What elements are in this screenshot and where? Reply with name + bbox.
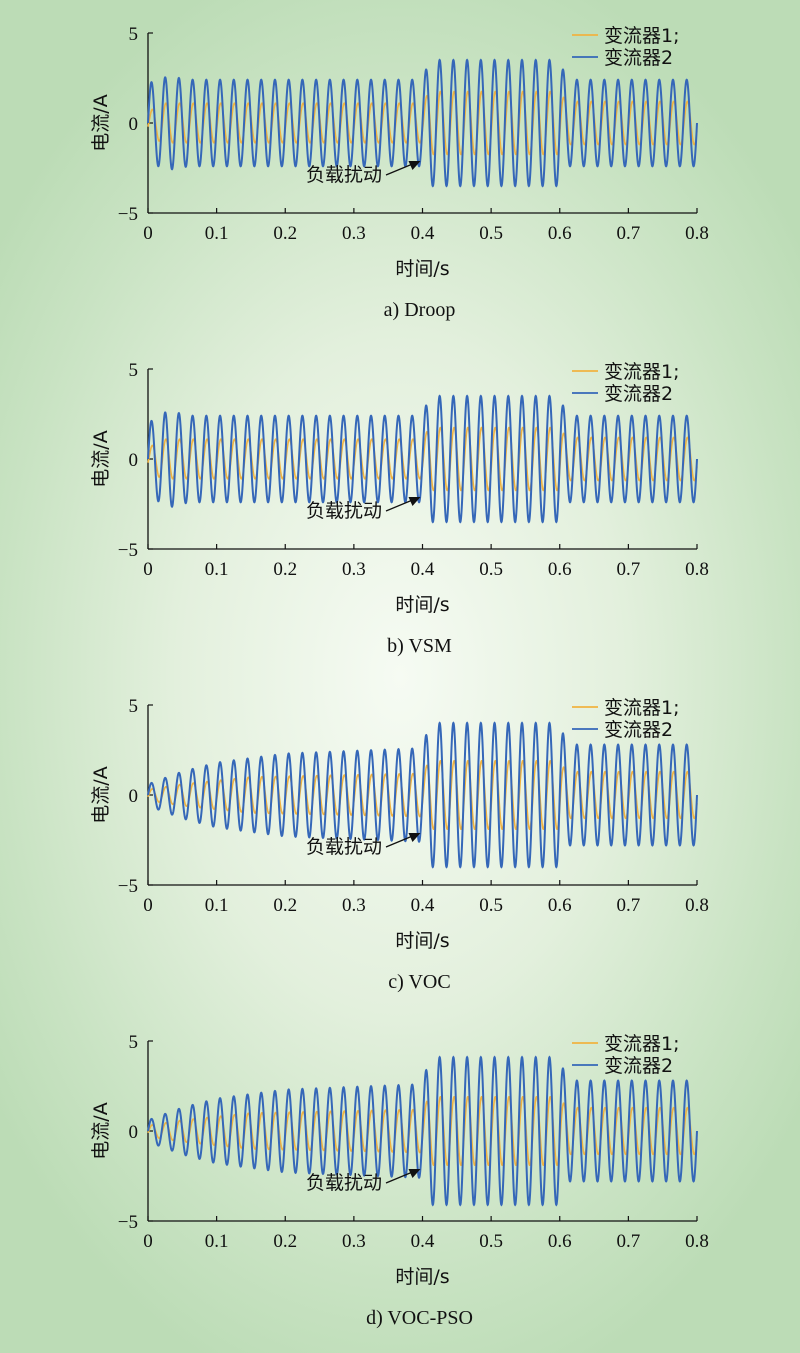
x-tick-label: 0.1	[205, 559, 229, 580]
legend-label: 变流器2	[604, 1055, 673, 1077]
x-tick-label: 0.8	[685, 223, 709, 244]
x-tick-label: 0.5	[479, 1231, 503, 1252]
x-tick-label: 0.7	[617, 895, 641, 916]
annotation-label: 负载扰动	[306, 164, 382, 186]
x-tick-label: 0.2	[273, 559, 297, 580]
y-tick-label: 5	[129, 24, 139, 45]
x-tick-label: 0.6	[548, 895, 572, 916]
annotation-arrow-line	[385, 163, 413, 176]
legend-label: 变流器1;	[604, 697, 680, 719]
series-line-2	[147, 394, 698, 524]
y-axis-label: 电流/A	[90, 94, 112, 151]
x-tick-label: 0.1	[205, 895, 229, 916]
x-axis-label: 时间/s	[395, 1266, 449, 1288]
series-line-2	[147, 58, 698, 188]
y-tick-label: 0	[129, 450, 139, 471]
x-tick-label: 0.3	[342, 895, 366, 916]
y-tick-label: 0	[129, 786, 139, 807]
x-tick-label: 0.8	[685, 895, 709, 916]
y-axis-label: 电流/A	[90, 430, 112, 487]
x-tick-label: 0.4	[411, 895, 435, 916]
x-tick-label: 0.3	[342, 1231, 366, 1252]
y-axis-label: 电流/A	[90, 766, 112, 823]
x-tick-label: 0.6	[548, 1231, 572, 1252]
x-tick-label: 0.4	[411, 559, 435, 580]
x-tick-label: 0	[143, 223, 153, 244]
annotation-arrowhead	[408, 161, 421, 170]
x-tick-label: 0.7	[617, 1231, 641, 1252]
series-line-2	[147, 721, 698, 869]
annotation-arrowhead	[408, 1169, 421, 1178]
x-tick-label: 0.1	[205, 223, 229, 244]
x-tick-label: 0.2	[273, 223, 297, 244]
annotation-arrowhead	[408, 833, 421, 842]
y-axis-label: 电流/A	[90, 1102, 112, 1159]
annotation-arrow-line	[385, 499, 413, 512]
x-tick-label: 0.4	[411, 1231, 435, 1252]
y-tick-label: −5	[118, 540, 138, 561]
y-tick-label: 5	[129, 360, 139, 381]
x-tick-label: 0.5	[479, 895, 503, 916]
chart-caption: c) VOC	[388, 971, 450, 993]
chart-panel-4: 0 0.1 0.2 0.3 0.4 0.5 0.6 0.7 0.850−5电流/A时间/s变流器…	[90, 1032, 709, 1329]
y-tick-label: −5	[118, 1212, 138, 1233]
x-tick-label: 0.5	[479, 223, 503, 244]
annotation-arrowhead	[408, 497, 421, 506]
x-axis-label: 时间/s	[395, 594, 449, 616]
x-axis-label: 时间/s	[395, 258, 449, 280]
chart-panel-3: 0 0.1 0.2 0.3 0.4 0.5 0.6 0.7 0.850−5电流/A时间/s变流器…	[90, 696, 709, 993]
annotation-label: 负载扰动	[306, 1172, 382, 1194]
annotation-arrow-line	[385, 1171, 413, 1184]
x-tick-label: 0	[143, 895, 153, 916]
x-tick-label: 0.3	[342, 559, 366, 580]
annotation-arrow-line	[385, 835, 413, 848]
x-tick-label: 0.5	[479, 559, 503, 580]
legend-label: 变流器2	[604, 383, 673, 405]
annotation-label: 负载扰动	[306, 836, 382, 858]
y-tick-label: −5	[118, 876, 138, 897]
y-tick-label: 5	[129, 696, 139, 717]
x-tick-label: 0.7	[617, 223, 641, 244]
series-line-2	[147, 1055, 698, 1207]
y-tick-label: 0	[129, 114, 139, 135]
x-tick-label: 0.8	[685, 559, 709, 580]
legend-label: 变流器1;	[604, 361, 680, 383]
chart-panel-2: 0 0.1 0.2 0.3 0.4 0.5 0.6 0.7 0.850−5电流/A时间/s变流器…	[90, 360, 709, 657]
x-tick-label: 0.6	[548, 559, 572, 580]
chart-caption: d) VOC-PSO	[366, 1307, 473, 1329]
chart-caption: a) Droop	[384, 299, 456, 321]
legend-label: 变流器1;	[604, 25, 680, 47]
chart-panel-1: 0 0.1 0.2 0.3 0.4 0.5 0.6 0.7 0.850−5电流/A时间/s变流器…	[90, 24, 709, 321]
y-tick-label: 5	[129, 1032, 139, 1053]
x-tick-label: 0.2	[273, 895, 297, 916]
x-tick-label: 0.6	[548, 223, 572, 244]
x-tick-label: 0.2	[273, 1231, 297, 1252]
x-axis-label: 时间/s	[395, 930, 449, 952]
x-tick-label: 0.3	[342, 223, 366, 244]
legend-label: 变流器2	[604, 719, 673, 741]
x-tick-label: 0.8	[685, 1231, 709, 1252]
legend-label: 变流器2	[604, 47, 673, 69]
chart-caption: b) VSM	[387, 635, 452, 657]
legend-label: 变流器1;	[604, 1033, 680, 1055]
x-tick-label: 0	[143, 1231, 153, 1252]
x-tick-label: 0	[143, 559, 153, 580]
y-tick-label: 0	[129, 1122, 139, 1143]
x-tick-label: 0.7	[617, 559, 641, 580]
x-tick-label: 0.4	[411, 223, 435, 244]
x-tick-label: 0.1	[205, 1231, 229, 1252]
y-tick-label: −5	[118, 204, 138, 225]
annotation-label: 负载扰动	[306, 500, 382, 522]
